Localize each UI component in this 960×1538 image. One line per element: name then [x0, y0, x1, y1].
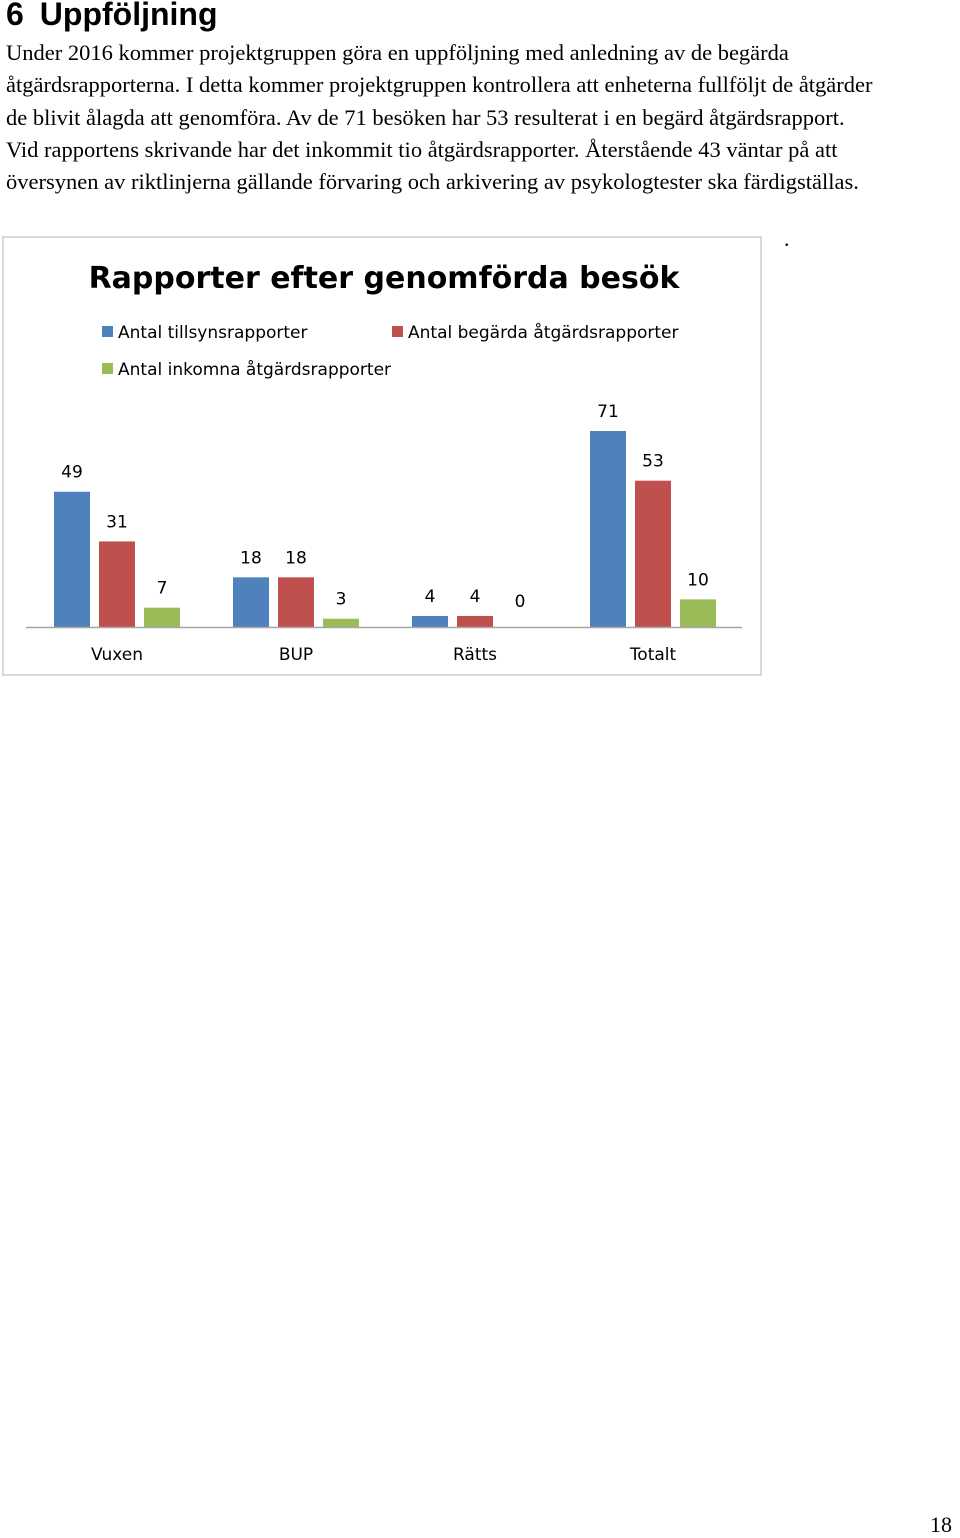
- bar: [99, 541, 135, 627]
- data-label: 53: [642, 452, 664, 472]
- body-paragraph: Under 2016 kommer projektgruppen göra en…: [6, 37, 954, 198]
- legend-label: Antal inkomna åtgärdsrapporter: [118, 359, 391, 380]
- data-label: 49: [61, 463, 83, 483]
- bar: [635, 480, 671, 627]
- data-label: 18: [285, 548, 307, 568]
- bar: [457, 615, 493, 627]
- category-label: Rätts: [453, 645, 497, 665]
- chart-frame: Rapporter efter genomförda besök Antal ti…: [2, 236, 762, 676]
- bar: [144, 607, 180, 627]
- legend-swatch: [392, 326, 403, 337]
- bar: [680, 599, 716, 627]
- page-number: 18: [930, 1512, 952, 1537]
- bar: [233, 577, 269, 627]
- data-label: 4: [425, 587, 436, 607]
- bar: [278, 577, 314, 627]
- category-label: Totalt: [629, 645, 677, 665]
- data-label: 0: [515, 592, 526, 612]
- data-label: 71: [597, 402, 619, 422]
- bar: [590, 431, 626, 627]
- paragraph-line: Vid rapportens skrivande har det inkommi…: [6, 136, 838, 162]
- legend-swatch: [102, 326, 113, 337]
- data-label: 4: [470, 587, 481, 607]
- category-label: Vuxen: [91, 645, 143, 665]
- legend-label: Antal tillsynsrapporter: [118, 323, 308, 343]
- bar-chart: Rapporter efter genomförda besök Antal ti…: [26, 261, 742, 665]
- data-label: 10: [687, 570, 709, 590]
- paragraph-line: åtgärdsrapporterna. I detta kommer proje…: [6, 72, 873, 98]
- category-label: BUP: [279, 645, 313, 665]
- bar: [323, 618, 359, 627]
- data-label: 18: [240, 548, 262, 568]
- data-label: 7: [157, 579, 168, 599]
- stray-dot: .: [784, 226, 790, 251]
- data-label: 31: [106, 512, 128, 532]
- section-heading: 6 Uppföljning: [6, 0, 218, 34]
- bar: [54, 491, 90, 627]
- section-title: Uppföljning: [39, 0, 218, 32]
- paragraph-line: Under 2016 kommer projektgruppen göra en…: [6, 40, 789, 65]
- paragraph-line: översynen av riktlinjerna gällande förva…: [6, 169, 859, 195]
- legend-label: Antal begärda åtgärdsrapporter: [408, 322, 679, 343]
- paragraph-line: de blivit ålagda att genomföra. Av de 71…: [6, 104, 845, 130]
- legend-swatch: [102, 363, 113, 374]
- section-number: 6: [6, 0, 24, 32]
- data-label: 3: [336, 590, 347, 610]
- chart-title: Rapporter efter genomförda besök: [89, 261, 681, 296]
- bar: [412, 615, 448, 627]
